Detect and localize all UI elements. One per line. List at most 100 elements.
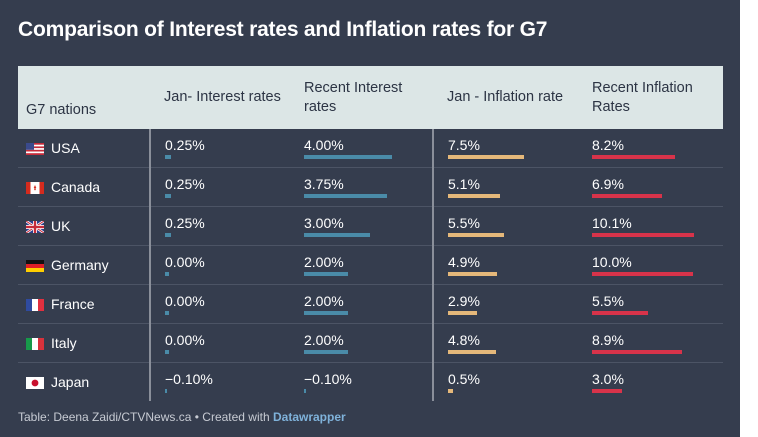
jan-inflation-value: 0.5% (448, 371, 480, 387)
recent-interest-cell: 3.00% (290, 206, 433, 246)
canada-flag-icon (26, 181, 44, 194)
table-row: UK 0.25% 3.00% 5.5% 10.1% (18, 206, 723, 246)
recent-interest-value: 3.00% (304, 215, 344, 231)
jan-inflation-value: 4.9% (448, 254, 480, 270)
footer-credit: Table: Deena Zaidi/CTVNews.ca • Created … (18, 410, 273, 424)
jan-interest-cell: 0.25% (149, 167, 290, 207)
table-row: Japan −0.10% −0.10% 0.5% 3.0% (18, 362, 723, 402)
recent-inflation-cell: 10.0% (578, 245, 723, 285)
jan-interest-cell: 0.00% (149, 284, 290, 324)
jan-inflation-bar (448, 389, 454, 393)
country-name: Canada (51, 179, 101, 195)
jan-inflation-value: 4.8% (448, 332, 480, 348)
recent-inflation-cell: 10.1% (578, 206, 723, 246)
jan-interest-value: 0.00% (165, 332, 205, 348)
jan-interest-bar (165, 350, 169, 354)
recent-interest-value: 2.00% (304, 332, 344, 348)
jan-interest-value: 0.00% (165, 254, 205, 270)
recent-interest-value: 3.75% (304, 176, 344, 192)
jan-inflation-cell: 4.9% (432, 245, 578, 285)
table-row: France 0.00% 2.00% 2.9% 5.5% (18, 284, 723, 324)
column-header-recent-inflation: Recent Inflation Rates (592, 79, 693, 115)
italy-flag-icon (26, 337, 44, 350)
table-row: Canada 0.25% 3.75% 5.1% 6.9% (18, 167, 723, 207)
recent-interest-cell: 4.00% (290, 129, 433, 168)
country-cell: Italy (18, 323, 150, 363)
country-name: UK (51, 218, 71, 234)
chart-title: Comparison of Interest rates and Inflati… (18, 18, 548, 41)
recent-interest-bar (304, 311, 348, 315)
datawrapper-link[interactable]: Datawrapper (272, 410, 346, 424)
recent-interest-cell: 2.00% (290, 245, 433, 285)
jan-inflation-value: 2.9% (448, 293, 480, 309)
us-flag-icon (26, 142, 44, 155)
jan-interest-cell: 0.25% (149, 129, 290, 168)
jan-inflation-bar (448, 350, 497, 354)
recent-inflation-cell: 6.9% (578, 167, 723, 207)
recent-interest-cell: −0.10% (290, 363, 433, 402)
jan-inflation-cell: 0.5% (432, 362, 578, 401)
jan-interest-value: −0.10% (165, 371, 213, 387)
japan-flag-icon (26, 376, 44, 389)
country-name: Germany (51, 257, 109, 273)
recent-inflation-value: 8.2% (592, 137, 624, 153)
jan-interest-value: 0.25% (165, 176, 205, 192)
jan-inflation-bar (448, 233, 504, 237)
recent-interest-value: 4.00% (304, 137, 344, 153)
recent-interest-value: 2.00% (304, 254, 344, 270)
country-name: France (51, 296, 95, 312)
jan-inflation-bar (448, 311, 478, 315)
uk-flag-icon (25, 219, 45, 235)
recent-inflation-value: 6.9% (592, 176, 624, 192)
jan-interest-cell: 0.25% (149, 206, 290, 246)
jan-inflation-cell: 5.5% (432, 206, 578, 246)
jan-inflation-value: 5.1% (448, 176, 480, 192)
recent-interest-value: 2.00% (304, 293, 344, 309)
table-row: Germany 0.00% 2.00% 4.9% 10.0% (18, 245, 723, 285)
jan-interest-cell: −0.10% (149, 362, 290, 401)
recent-inflation-bar (592, 311, 648, 315)
recent-inflation-value: 10.0% (592, 254, 632, 270)
recent-inflation-bar (592, 194, 662, 198)
jan-inflation-cell: 2.9% (432, 284, 578, 324)
jan-inflation-cell: 5.1% (432, 167, 578, 207)
jan-interest-cell: 0.00% (149, 323, 290, 363)
recent-inflation-bar (592, 272, 693, 276)
jan-interest-bar (165, 272, 169, 276)
jan-interest-cell: 0.00% (149, 245, 290, 285)
jan-inflation-cell: 4.8% (432, 323, 578, 363)
recent-inflation-cell: 8.2% (578, 129, 723, 168)
recent-interest-bar (304, 233, 370, 237)
jan-inflation-cell: 7.5% (432, 129, 578, 168)
recent-inflation-cell: 5.5% (578, 284, 723, 324)
country-name: Japan (51, 374, 90, 390)
jan-inflation-value: 5.5% (448, 215, 480, 231)
chart-card: Comparison of Interest rates and Inflati… (0, 0, 740, 437)
recent-inflation-value: 3.0% (592, 371, 624, 387)
country-cell: Germany (18, 245, 150, 285)
recent-inflation-bar (592, 233, 694, 237)
jan-interest-bar (165, 311, 169, 315)
recent-inflation-value: 5.5% (592, 293, 624, 309)
country-name: USA (51, 140, 80, 156)
recent-interest-cell: 2.00% (290, 284, 433, 324)
recent-interest-cell: 2.00% (290, 323, 433, 363)
recent-interest-bar (304, 350, 348, 354)
jan-interest-value: 0.00% (165, 293, 205, 309)
jan-interest-bar (165, 389, 167, 393)
jan-inflation-bar (448, 155, 524, 159)
recent-inflation-value: 10.1% (592, 215, 632, 231)
recent-interest-bar (304, 272, 348, 276)
recent-interest-cell: 3.75% (290, 167, 433, 207)
country-cell: USA (18, 129, 150, 168)
country-cell: Canada (18, 167, 150, 207)
recent-inflation-bar (592, 350, 682, 354)
table-row: USA 0.25% 4.00% 7.5% 8.2% (18, 129, 723, 168)
table-row: Italy 0.00% 2.00% 4.8% 8.9% (18, 323, 723, 363)
recent-inflation-value: 8.9% (592, 332, 624, 348)
country-cell: Japan (18, 363, 150, 402)
recent-interest-value: −0.10% (304, 371, 352, 387)
recent-interest-bar (304, 389, 306, 393)
country-cell: France (18, 284, 150, 324)
footer: Table: Deena Zaidi/CTVNews.ca • Created … (18, 410, 346, 424)
